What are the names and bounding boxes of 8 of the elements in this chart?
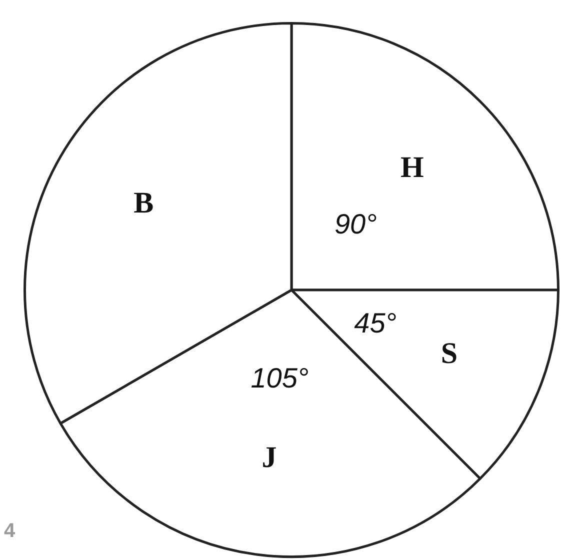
slice-label: B bbox=[134, 186, 154, 220]
slice-label: H bbox=[400, 151, 424, 184]
data-label: 90° bbox=[334, 208, 377, 240]
data-label: 105° bbox=[250, 362, 309, 394]
data-label: 45° bbox=[354, 308, 396, 339]
slice-label: J bbox=[262, 441, 277, 474]
slice-label: S bbox=[440, 337, 458, 370]
text: 4 bbox=[4, 520, 16, 543]
